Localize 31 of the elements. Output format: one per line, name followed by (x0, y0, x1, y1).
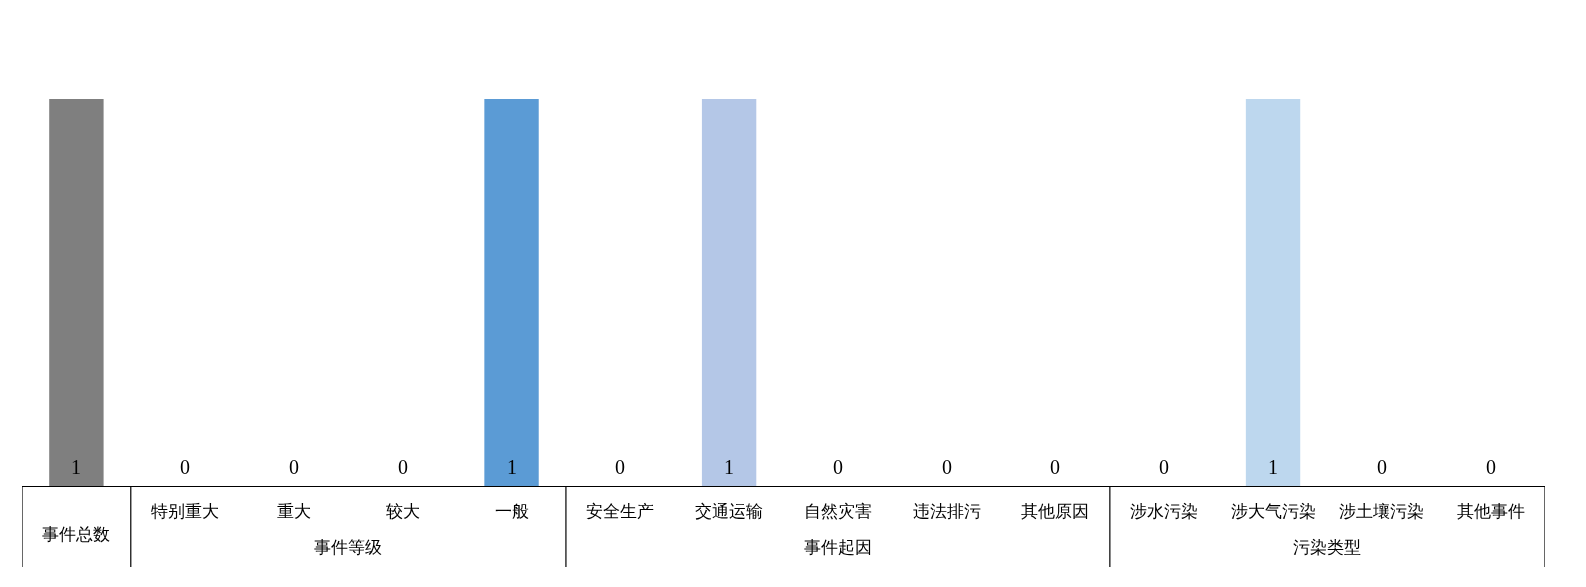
data-label: 0 (398, 456, 408, 478)
data-label: 0 (1159, 456, 1169, 478)
data-label: 0 (1377, 456, 1387, 478)
data-label: 1 (71, 456, 81, 478)
data-label: 0 (833, 456, 843, 478)
data-label: 1 (1268, 456, 1278, 478)
x-tick-label: 涉水污染 (1130, 502, 1199, 522)
data-label: 0 (180, 456, 190, 478)
data-label: 0 (1050, 456, 1060, 478)
data-label: 1 (507, 456, 517, 478)
data-label: 0 (942, 456, 952, 478)
x-tick-label: 特别重大 (151, 502, 220, 522)
data-label: 0 (289, 456, 299, 478)
x-tick-label: 其他事件 (1456, 502, 1525, 522)
text: 事件起因 (804, 538, 872, 557)
x-tick-label: 事件总数 (42, 524, 111, 544)
data-label: 0 (615, 456, 625, 478)
text: 事件等级 (314, 538, 382, 557)
x-tick-label: 自然灾害 (803, 502, 872, 522)
x-tick-label: 较大 (385, 502, 420, 522)
data-label: 0 (1486, 456, 1496, 478)
x-tick-label: 涉大气污染 (1230, 502, 1316, 522)
x-tick-label: 涉土壤污染 (1339, 502, 1425, 522)
x-tick-label: 安全生产 (586, 502, 655, 522)
x-tick-label: 违法排污 (912, 502, 981, 522)
x-tick-label: 其他原因 (1021, 502, 1090, 522)
x-tick-label: 一般 (494, 502, 529, 522)
x-tick-label: 交通运输 (695, 502, 764, 522)
text: 污染类型 (1293, 538, 1361, 557)
data-label: 1 (724, 456, 734, 478)
x-tick-label: 重大 (276, 502, 311, 522)
